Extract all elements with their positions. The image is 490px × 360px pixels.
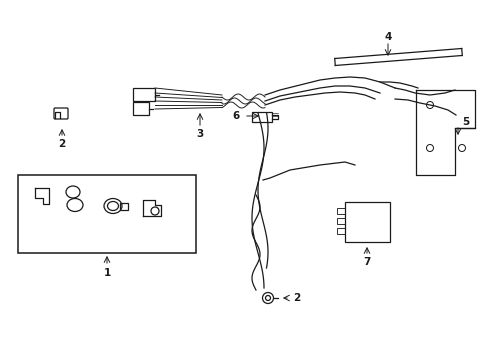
Text: 4: 4	[384, 32, 392, 42]
Bar	[133, 88, 155, 101]
Bar	[133, 102, 149, 115]
Text: 2: 2	[58, 139, 66, 149]
Text: 1: 1	[103, 268, 111, 278]
Text: 3: 3	[196, 129, 204, 139]
Bar	[337, 228, 345, 234]
Bar	[337, 208, 345, 214]
Bar	[345, 202, 390, 242]
Text: 2: 2	[293, 293, 300, 303]
Text: 5: 5	[462, 117, 469, 127]
Text: 6: 6	[233, 111, 240, 121]
Bar	[120, 203, 128, 210]
Bar	[18, 175, 196, 253]
Bar	[337, 218, 345, 224]
Bar	[252, 112, 272, 122]
Text: 7: 7	[363, 257, 371, 267]
